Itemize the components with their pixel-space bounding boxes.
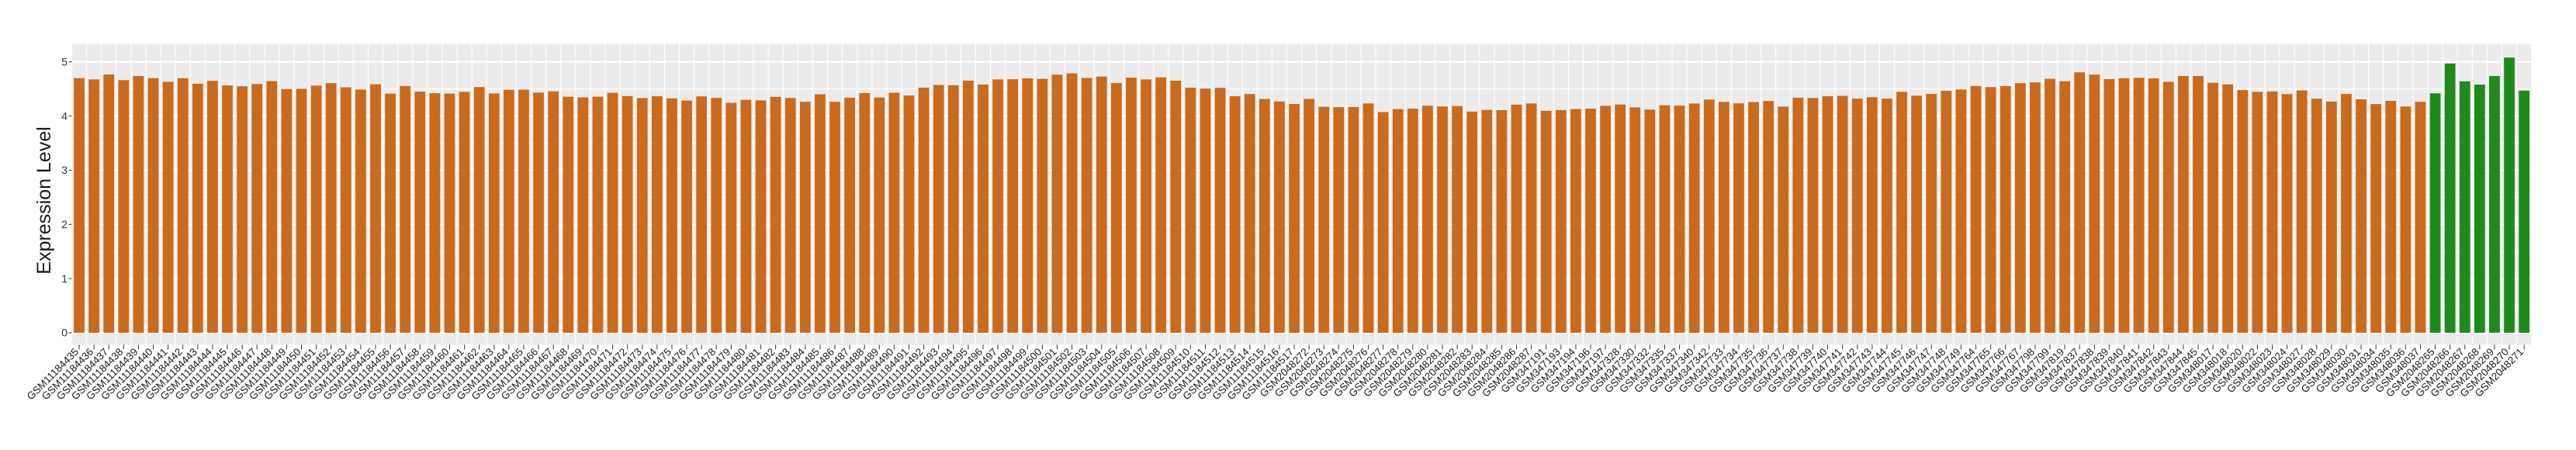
svg-text:2: 2: [61, 219, 68, 231]
svg-text:5: 5: [61, 56, 68, 68]
svg-text:Expression Level: Expression Level: [33, 126, 55, 274]
svg-text:3: 3: [61, 164, 68, 177]
svg-text:4: 4: [61, 110, 68, 123]
svg-text:1: 1: [61, 273, 68, 286]
svg-text:0: 0: [61, 327, 68, 340]
